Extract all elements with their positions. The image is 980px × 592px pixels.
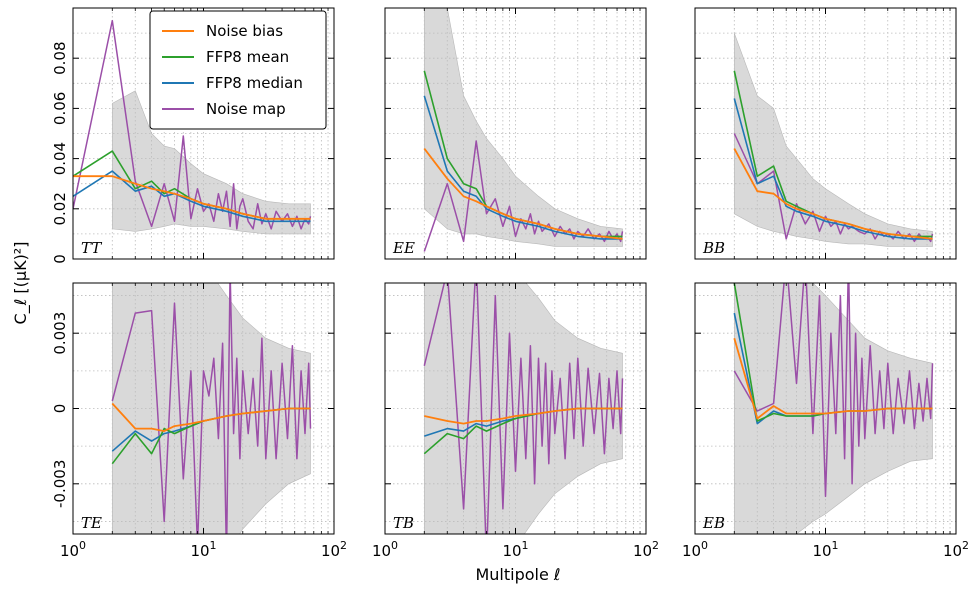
series-ffp8-median	[733, 98, 933, 240]
y-tick-label: -0.003	[51, 460, 69, 508]
x-tick-exponent: 1	[832, 539, 839, 552]
legend: Noise bias FFP8 mean FFP8 median Noise map	[149, 10, 327, 130]
panel-label: BB	[702, 239, 725, 257]
x-tick-exponent: 1	[210, 539, 217, 552]
panel-label: TE	[81, 514, 102, 532]
y-tick-label: 0	[51, 404, 69, 414]
x-tick-label: 100	[682, 539, 708, 560]
x-tick-label: 101	[502, 539, 528, 560]
x-tick-exponent: 2	[652, 539, 659, 552]
x-tick-label: 100	[372, 539, 398, 560]
panel-bb: BB	[694, 7, 957, 260]
panel-label: TB	[393, 514, 414, 532]
x-tick-base: 10	[943, 542, 962, 560]
legend-label: FFP8 mean	[206, 48, 289, 66]
series-noise-bias	[424, 407, 623, 425]
x-tick-base: 10	[190, 542, 209, 560]
x-tick-base: 10	[321, 542, 340, 560]
series-noise-map	[733, 133, 934, 243]
x-tick-exponent: 0	[701, 539, 708, 552]
panel-label: EB	[702, 514, 725, 532]
series-noise-bias	[733, 337, 933, 420]
y-tick-label: 0.02	[51, 192, 69, 225]
x-tick-exponent: 1	[522, 539, 529, 552]
x-tick-base: 10	[60, 542, 79, 560]
y-tick-label: 0	[51, 254, 69, 264]
x-tick-label: 102	[943, 539, 969, 560]
x-tick-base: 10	[682, 542, 701, 560]
x-tick-label: 101	[812, 539, 838, 560]
panel-plot-area	[385, 283, 646, 534]
panel-plot-area	[695, 8, 956, 259]
panel-ee: EE	[384, 7, 647, 260]
x-tick-label: 102	[633, 539, 659, 560]
legend-label: FFP8 median	[206, 74, 303, 92]
series-ffp8-median	[73, 170, 311, 223]
sim-band	[734, 32, 933, 247]
x-axis-title: Multipole ℓ	[475, 565, 560, 584]
y-tick-label: 0.08	[51, 41, 69, 74]
x-tick-label: 101	[190, 539, 216, 560]
panel-label: EE	[392, 239, 415, 257]
x-tick-exponent: 0	[79, 539, 86, 552]
x-tick-label: 100	[60, 539, 86, 560]
x-tick-exponent: 2	[340, 539, 347, 552]
series-ffp8-median	[423, 95, 623, 240]
x-tick-exponent: 0	[391, 539, 398, 552]
x-tick-base: 10	[812, 542, 831, 560]
legend-label: Noise map	[206, 100, 286, 118]
series-noise-bias	[733, 148, 933, 240]
legend-frame	[149, 10, 327, 130]
y-tick-label: 0.04	[51, 142, 69, 175]
sim-band	[734, 283, 933, 534]
sim-band	[424, 8, 623, 247]
x-tick-base: 10	[372, 542, 391, 560]
series-noise-bias	[423, 148, 623, 240]
series-noise-bias	[111, 402, 311, 433]
x-tick-exponent: 2	[962, 539, 969, 552]
y-tick-label: 0.06	[51, 92, 69, 125]
x-tick-base: 10	[633, 542, 652, 560]
series-noise-map	[423, 283, 624, 534]
panel-plot-area	[73, 283, 334, 534]
panel-label: TT	[81, 239, 102, 257]
series-noise-map	[733, 283, 934, 498]
x-tick-label: 102	[321, 539, 347, 560]
x-tick-base: 10	[502, 542, 521, 560]
panel-plot-area	[385, 8, 646, 259]
panel-plot-area	[695, 283, 956, 534]
y-axis-title: C_ℓ [(μK)²]	[11, 242, 31, 325]
y-tick-label: 0.003	[51, 312, 69, 355]
legend-label: Noise bias	[206, 22, 283, 40]
series-noise-bias	[73, 175, 311, 220]
